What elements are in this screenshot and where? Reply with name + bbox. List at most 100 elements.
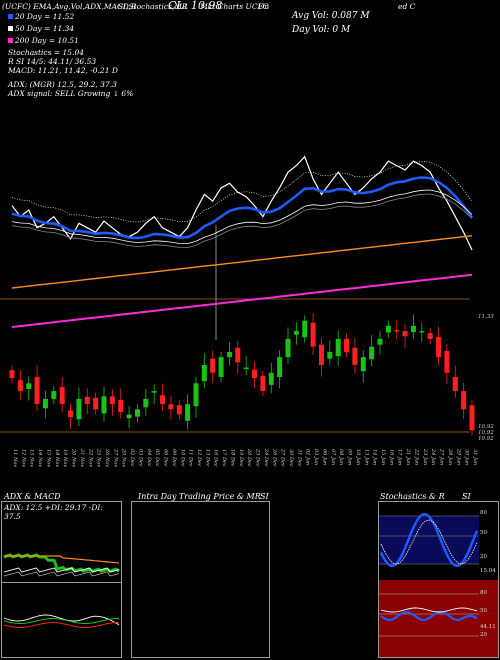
candle: [143, 388, 149, 416]
candle-body: [218, 357, 224, 377]
x-tick-label: 20 Dec: [246, 448, 252, 467]
rsi-y-80: 80: [480, 590, 487, 596]
candle: [109, 389, 115, 416]
candle: [26, 376, 32, 401]
rsi-value: R SI 14/5: 44.11/ 36.53: [8, 57, 97, 66]
candle: [436, 326, 442, 366]
adx-chart: [3, 553, 120, 577]
ema50-swatch: [8, 26, 13, 31]
day-volume: Day Vol: 0 M: [292, 25, 351, 35]
bollinger-line: [11, 161, 473, 223]
candle: [51, 385, 57, 405]
candle-body: [42, 398, 48, 409]
price-label: 10.92: [478, 424, 494, 430]
x-tick-label: 21 Jan: [405, 448, 411, 465]
ema100-line: [11, 235, 473, 289]
x-tick-label: 10 Jan: [355, 449, 361, 465]
x-tick-label: 14 Nov: [37, 449, 43, 467]
candle: [352, 337, 358, 374]
ema200-label: 200 Day = 10.51: [15, 36, 79, 45]
adx-macd-panel: ADX: 12.5 +DI: 29.17 -DI: 37.5: [1, 501, 122, 658]
candle-body: [377, 338, 383, 345]
candle-body: [193, 383, 199, 407]
candle-body: [118, 399, 124, 412]
candle: [76, 387, 82, 427]
candle-body: [352, 347, 358, 365]
adx-readout: ADX: 12.5 +DI: 29.17 -DI: 37.5: [4, 503, 103, 521]
candle: [118, 388, 124, 419]
candle-body: [260, 375, 266, 392]
intraday-panel: [131, 501, 270, 658]
rsi-bg: [379, 580, 498, 657]
candle-body: [26, 383, 32, 389]
x-tick-label: 22 Nov: [87, 448, 93, 467]
candle: [335, 330, 341, 367]
candle-body: [134, 409, 140, 417]
ema200-row: 200 Day = 10.51: [8, 36, 79, 45]
x-tick-label: 24 Dec: [263, 448, 269, 467]
macd-line: [3, 614, 120, 626]
candle-body: [9, 370, 15, 379]
candle: [193, 376, 199, 418]
ema50-row: 50 Day = 11.34: [8, 24, 74, 33]
candle: [410, 314, 416, 339]
x-tick-label: 10 Dec: [179, 449, 185, 467]
candle-body: [344, 338, 350, 352]
x-tick-label: 19 Dec: [238, 449, 244, 467]
x-tick-label: 28 Jan: [447, 448, 453, 465]
x-tick-label: 27 Dec: [280, 448, 286, 467]
candle: [126, 406, 132, 429]
candle: [17, 370, 23, 400]
candle: [84, 388, 90, 415]
candle-body: [109, 396, 115, 405]
macd-signal-line: [3, 618, 119, 624]
ema20-label: 20 Day = 11.52: [15, 12, 75, 21]
candle-body: [427, 333, 433, 339]
x-tick-label: 12 Nov: [20, 449, 26, 467]
candle: [394, 320, 400, 340]
candle-body: [143, 398, 149, 408]
x-tick-label: 11 Dec: [188, 449, 194, 467]
x-tick-label: 29 Jan: [455, 448, 461, 465]
candle-body: [436, 336, 442, 358]
x-tick-label: 22 Jan: [413, 448, 419, 465]
x-tick-label: 03 Jan: [313, 449, 319, 465]
rsi-y-50: 50: [480, 608, 487, 614]
header-right-tail: ed C: [398, 2, 416, 11]
candle-body: [185, 404, 191, 421]
candle: [151, 384, 157, 405]
candle: [260, 370, 266, 397]
candle: [327, 340, 333, 366]
candle: [101, 386, 107, 422]
x-tick-label: 20 Nov: [71, 448, 77, 467]
candle-body: [226, 351, 232, 358]
stoch-title: Stochastics & R: [380, 492, 445, 501]
stoch-panel: 80 50 20 15.04 80 50 20 44.11: [378, 501, 499, 658]
candle-body: [101, 396, 107, 414]
x-tick-label: 02 Jan: [305, 449, 311, 465]
x-tick-label: 16 Jan: [388, 449, 394, 465]
adx-signal: ADX signal: SELL Growing ↓ 6%: [8, 89, 134, 98]
candle: [268, 362, 274, 394]
x-tick-label: 08 Jan: [338, 449, 344, 465]
candle: [9, 364, 15, 384]
candle-body: [335, 338, 341, 357]
macd-hist-line: [3, 622, 119, 628]
x-tick-label: 16 Dec: [213, 449, 219, 467]
rsi-y-current: 44.11: [480, 624, 496, 630]
x-tick-label: 24 Jan: [430, 448, 436, 465]
rsi-y-20: 20: [480, 632, 487, 638]
x-tick-label: 31 Jan: [472, 449, 478, 465]
candle-body: [310, 322, 316, 347]
stochastics-value: Stochastics = 15.04: [8, 48, 85, 57]
candle: [160, 383, 166, 411]
candle-body: [235, 347, 241, 363]
candle-body: [452, 376, 458, 392]
x-tick-label: 31 Dec: [296, 449, 302, 467]
candle: [93, 392, 99, 415]
header-ema-title: (UCFC) EMA,Avg,Vol,ADX,MACD,B: [2, 2, 137, 11]
panel-divider: [2, 582, 121, 583]
ema20-line: [11, 176, 474, 240]
candle-body: [252, 369, 258, 379]
candle-body: [385, 325, 391, 333]
